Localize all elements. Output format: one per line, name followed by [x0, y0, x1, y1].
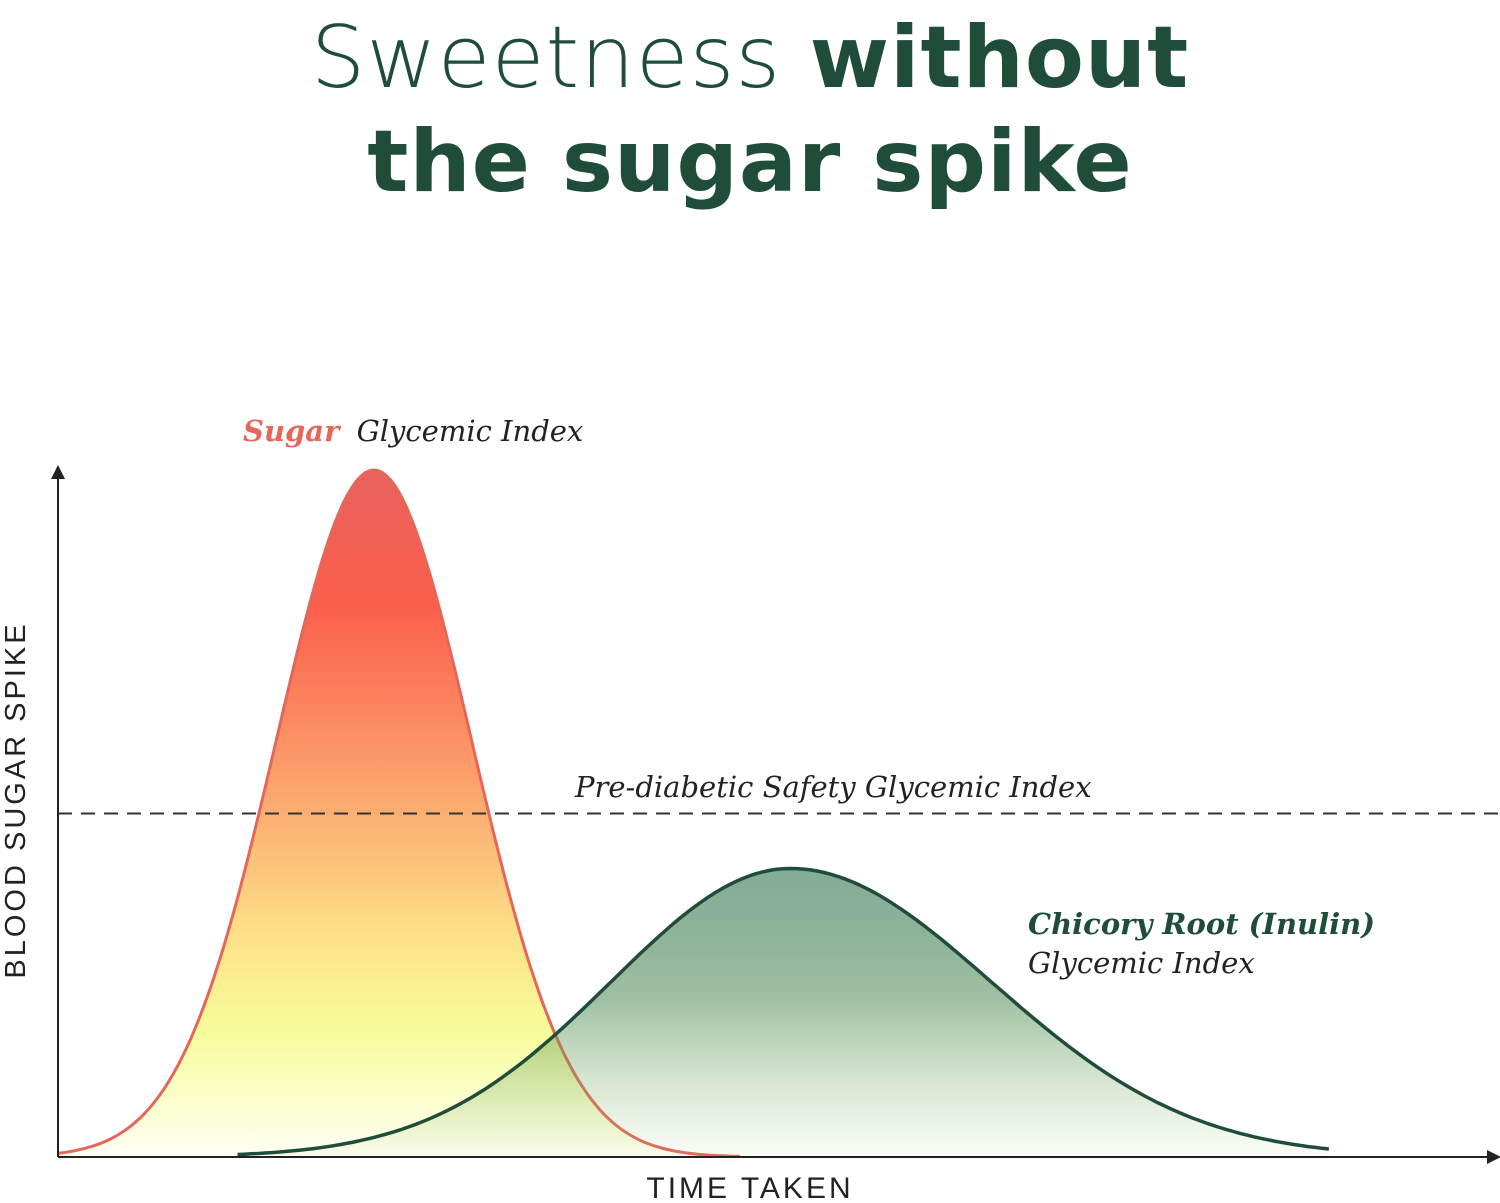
- chicory-series-label-line1: Chicory Root (Inulin): [1028, 907, 1375, 941]
- threshold-label: Pre-diabetic Safety Glycemic Index: [574, 770, 1092, 804]
- y-axis-label: BLOOD SUGAR SPIKE: [0, 621, 32, 978]
- chicory-area: [237, 868, 1329, 1157]
- chicory-series-label-line2: Glycemic Index: [1028, 946, 1255, 980]
- title-line-2: the sugar spike: [367, 112, 1133, 212]
- sugar-label-rest: Glycemic Index: [357, 414, 584, 448]
- title-light-text: Sweetness: [310, 8, 782, 108]
- sugar-area: [58, 470, 741, 1157]
- x-axis-label: TIME TAKEN: [646, 1172, 853, 1203]
- title-bold-text: without: [809, 8, 1190, 108]
- sugar-label-highlight: Sugar: [243, 414, 342, 448]
- chicory-line: [237, 866, 1330, 1157]
- sugar-series-label: Sugar Glycemic Index: [243, 414, 583, 448]
- title-line-1: Sweetness without: [0, 8, 1500, 108]
